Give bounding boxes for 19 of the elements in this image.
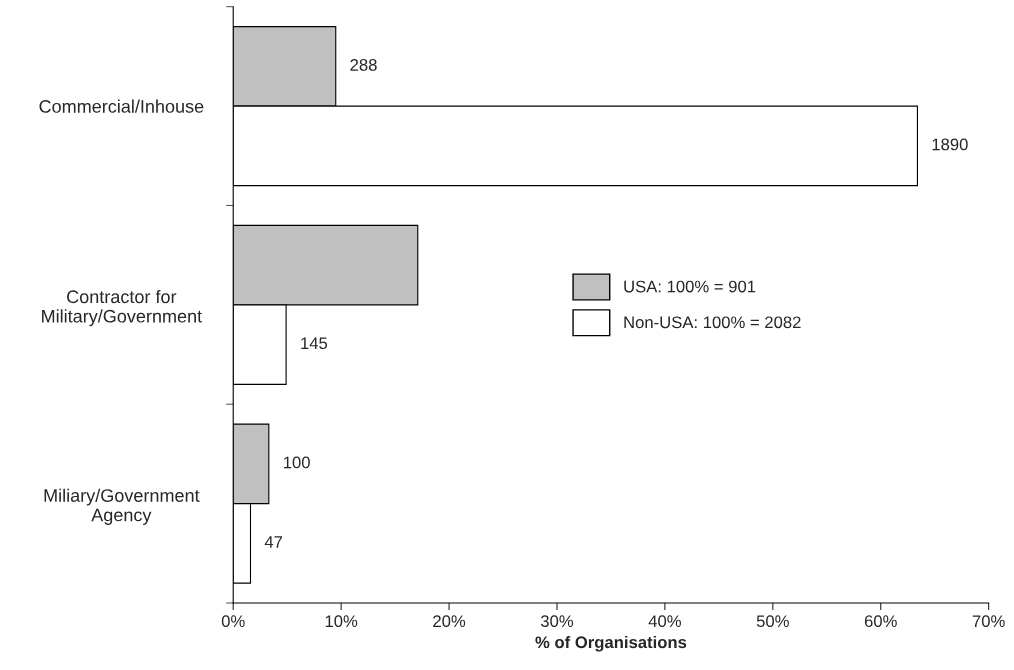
y-tick-label: Commercial/Inhouse xyxy=(39,99,204,113)
x-tick-label: 0% xyxy=(221,615,245,628)
x-axis-title: % of Organisations xyxy=(535,635,687,652)
x-tick-label: 10% xyxy=(325,615,358,628)
legend-label: USA: 100% = 901 xyxy=(624,280,756,293)
y-tick-label: Contractor for Military/Government xyxy=(42,289,202,327)
x-tick-label: 30% xyxy=(540,615,574,628)
x-tick-label: 60% xyxy=(864,615,897,628)
y-tick-label: Miliary/Government Agency xyxy=(44,488,200,525)
annotation: 100 xyxy=(283,456,310,469)
x-tick-label: 20% xyxy=(433,615,466,628)
annotation: 288 xyxy=(350,59,377,71)
legend-label: Non-USA: 100% = 2082 xyxy=(624,316,801,329)
x-tick-label: 50% xyxy=(756,615,789,628)
x-tick-label: 40% xyxy=(648,615,681,628)
annotation: 145 xyxy=(301,337,328,350)
annotation: 47 xyxy=(264,536,283,548)
x-tick-label: 70% xyxy=(972,615,1005,628)
annotation: 1890 xyxy=(932,138,968,151)
